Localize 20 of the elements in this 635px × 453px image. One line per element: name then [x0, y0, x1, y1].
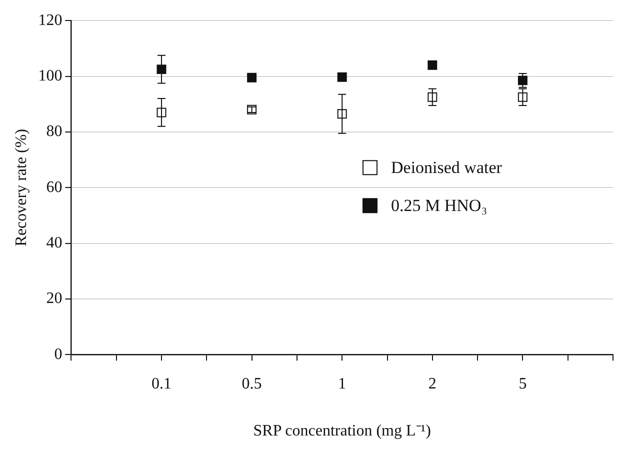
y-tick-label: 20 — [46, 290, 62, 308]
point — [428, 60, 438, 70]
y-tick-label: 40 — [46, 234, 62, 252]
x-tick-label: 0.5 — [242, 375, 262, 392]
legend-label: Deionised water — [391, 158, 502, 178]
y-tick-label: 0 — [54, 346, 62, 363]
x-axis-title: SRP concentration (mg L⁻¹) — [253, 422, 431, 440]
y-tick-label: 60 — [46, 178, 62, 196]
y-axis-title: Recovery rate (%) — [12, 128, 30, 246]
x-tick-label: 1 — [338, 375, 346, 392]
point — [247, 72, 257, 82]
x-tick-label: 0.1 — [152, 375, 172, 392]
point — [337, 72, 347, 82]
x-tick-label: 5 — [518, 375, 527, 392]
y-tick-label: 100 — [38, 67, 62, 84]
point — [518, 76, 528, 86]
y-tick-label: 120 — [38, 12, 62, 29]
y-tick-label: 80 — [46, 123, 62, 140]
legend-label: 0.25 M HNO₃ — [391, 196, 488, 216]
x-tick-label: 2 — [428, 375, 436, 392]
